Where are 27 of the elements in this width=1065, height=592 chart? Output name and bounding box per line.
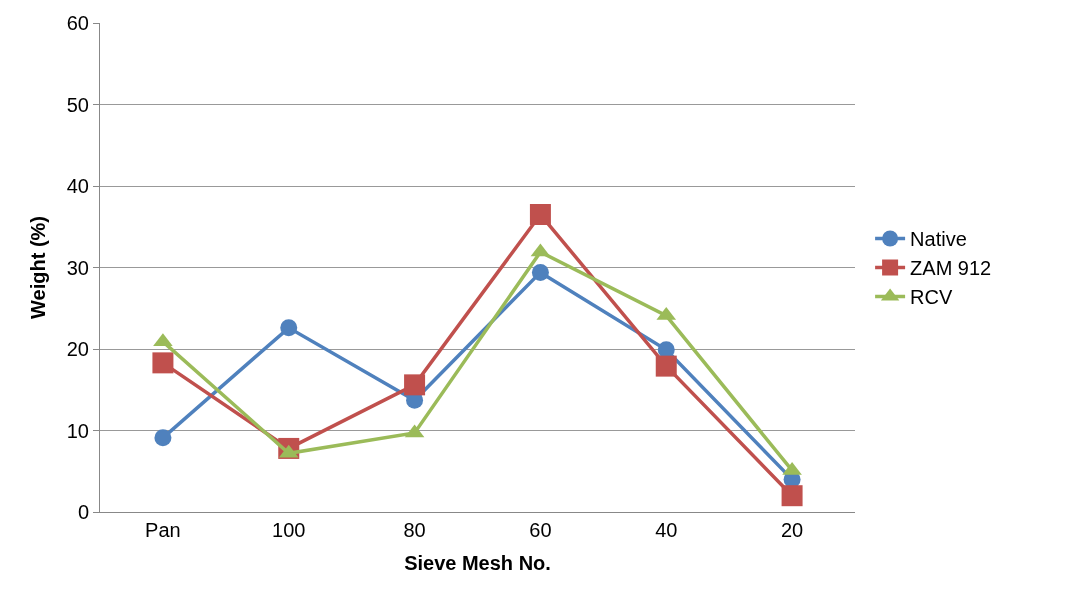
point bbox=[404, 374, 426, 396]
point bbox=[655, 355, 677, 377]
x-tick-label: 100 bbox=[272, 519, 306, 541]
y-tick-label: 20 bbox=[66, 338, 89, 360]
x-tick-label: 80 bbox=[403, 519, 426, 541]
x-axis-title: Sieve Mesh No. bbox=[404, 551, 551, 574]
y-tick-label: 10 bbox=[66, 419, 89, 442]
x-tick-label: Pan bbox=[145, 519, 181, 541]
x-tick-label: 20 bbox=[780, 519, 804, 541]
y-tick-label: 30 bbox=[66, 256, 89, 279]
x-tick-label: 40 bbox=[655, 519, 678, 541]
y-axis-title: Weight (%) bbox=[27, 216, 50, 319]
point bbox=[531, 263, 549, 281]
y-tick-label: 50 bbox=[66, 93, 89, 116]
legend-label: ZAM 912 bbox=[910, 257, 992, 280]
y-tick-label: 60 bbox=[66, 12, 89, 34]
point bbox=[781, 485, 803, 507]
y-tick-label: 40 bbox=[66, 175, 89, 197]
point bbox=[529, 204, 551, 226]
legend-label: Native bbox=[910, 228, 967, 251]
x-tick-label: 60 bbox=[529, 519, 552, 541]
legend-label: RCV bbox=[910, 286, 953, 309]
point bbox=[152, 352, 174, 374]
point bbox=[154, 429, 172, 447]
y-tick-label: 0 bbox=[77, 501, 89, 523]
point bbox=[280, 319, 298, 337]
point bbox=[782, 461, 802, 475]
